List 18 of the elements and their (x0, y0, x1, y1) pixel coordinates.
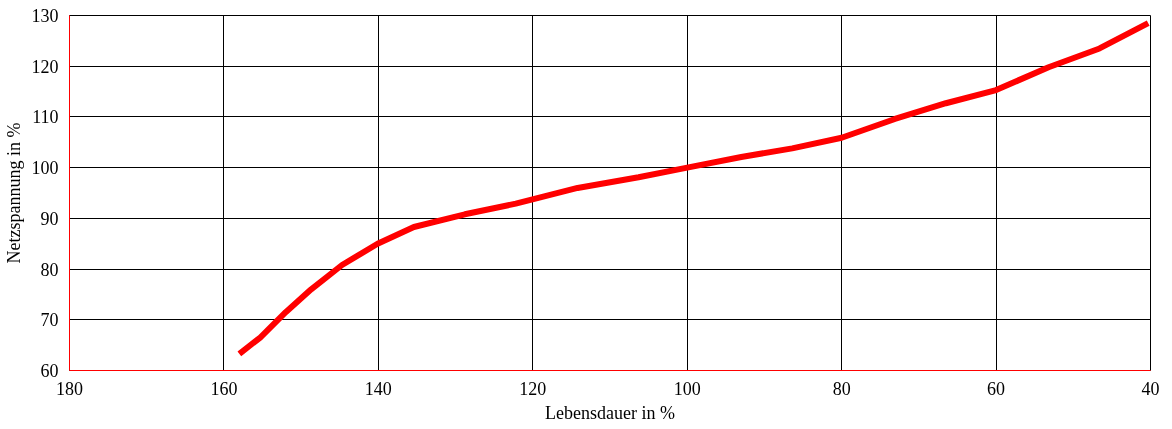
x-tick-label: 100 (673, 378, 701, 399)
x-axis-title: Lebensdauer in % (545, 402, 675, 423)
x-tick-label: 120 (519, 378, 547, 399)
x-tick-label: 160 (210, 378, 238, 399)
y-tick-label: 70 (40, 310, 59, 331)
y-tick-label: 120 (31, 56, 59, 77)
y-tick-label: 130 (31, 6, 59, 26)
x-tick-label: 60 (987, 378, 1006, 399)
x-tick-label: 80 (832, 378, 851, 399)
y-tick-label: 60 (40, 361, 59, 381)
y-tick-label: 100 (31, 158, 59, 179)
x-tick-label: 140 (364, 378, 392, 399)
x-tick-label: 180 (56, 378, 83, 399)
y-tick-label: 80 (40, 259, 59, 280)
y-tick-label: 90 (40, 208, 59, 229)
x-tick-label: 40 (1141, 378, 1160, 399)
y-tick-label: 110 (32, 107, 59, 128)
y-axis-title: Netzspannung in % (3, 122, 24, 264)
